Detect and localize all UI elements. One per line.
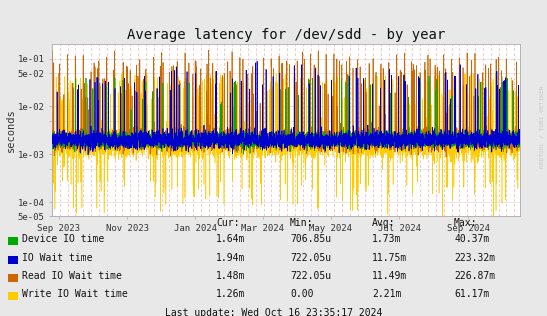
Text: 61.17m: 61.17m — [454, 289, 489, 299]
Text: 722.05u: 722.05u — [290, 271, 331, 281]
Text: 2.21m: 2.21m — [372, 289, 401, 299]
Text: 1.48m: 1.48m — [216, 271, 246, 281]
Text: RRDTOOL / TOBI OETIKER: RRDTOOL / TOBI OETIKER — [539, 85, 544, 168]
Text: Write IO Wait time: Write IO Wait time — [22, 289, 128, 299]
Text: 40.37m: 40.37m — [454, 234, 489, 244]
Text: 1.94m: 1.94m — [216, 253, 246, 263]
Text: 722.05u: 722.05u — [290, 253, 331, 263]
Text: 226.87m: 226.87m — [454, 271, 495, 281]
Text: Read IO Wait time: Read IO Wait time — [22, 271, 123, 281]
Text: Device IO time: Device IO time — [22, 234, 104, 244]
Text: Last update: Wed Oct 16 23:35:17 2024: Last update: Wed Oct 16 23:35:17 2024 — [165, 308, 382, 316]
Text: 11.49m: 11.49m — [372, 271, 407, 281]
Text: 11.75m: 11.75m — [372, 253, 407, 263]
Y-axis label: seconds: seconds — [6, 108, 16, 152]
Text: 706.85u: 706.85u — [290, 234, 331, 244]
Title: Average latency for /dev/sdd - by year: Average latency for /dev/sdd - by year — [127, 28, 445, 42]
Text: Avg:: Avg: — [372, 218, 395, 228]
Text: Cur:: Cur: — [216, 218, 240, 228]
Text: 1.26m: 1.26m — [216, 289, 246, 299]
Text: 0.00: 0.00 — [290, 289, 313, 299]
Text: 223.32m: 223.32m — [454, 253, 495, 263]
Text: Min:: Min: — [290, 218, 313, 228]
Text: IO Wait time: IO Wait time — [22, 253, 93, 263]
Text: 1.64m: 1.64m — [216, 234, 246, 244]
Text: Max:: Max: — [454, 218, 478, 228]
Text: 1.73m: 1.73m — [372, 234, 401, 244]
